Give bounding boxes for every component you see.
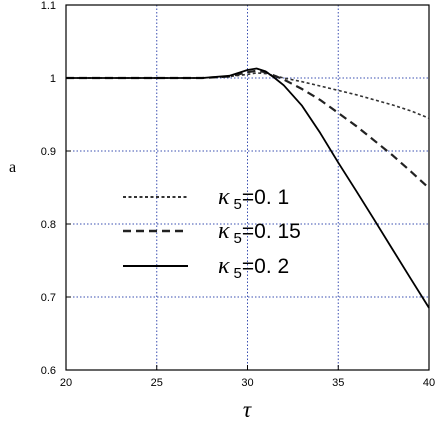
x-tick-label: 35 bbox=[332, 377, 344, 389]
y-tick-label: 1.1 bbox=[41, 0, 56, 12]
y-axis-title: a bbox=[9, 159, 16, 176]
y-tick-label: 0.9 bbox=[41, 146, 56, 158]
y-tick-label: 1 bbox=[50, 73, 56, 85]
x-axis-tick-labels: 20 25 30 35 40 bbox=[60, 377, 435, 389]
x-tick-label: 20 bbox=[60, 377, 72, 389]
legend-label-1: κ 5=0. 1 bbox=[218, 184, 289, 213]
legend-label-2: κ 5=0. 15 bbox=[218, 218, 301, 247]
series-lines bbox=[66, 67, 430, 309]
x-tick-label: 30 bbox=[241, 377, 253, 389]
legend-label-3: κ 5=0. 2 bbox=[218, 253, 289, 282]
series-line-3 bbox=[66, 67, 430, 309]
y-axis-tick-labels: 0.6 0.7 0.8 0.9 1 1.1 bbox=[41, 0, 56, 377]
y-tick-label: 0.6 bbox=[41, 365, 56, 377]
y-tick-label: 0.8 bbox=[41, 219, 56, 231]
series-line-2 bbox=[66, 69, 430, 190]
x-axis-title: τ bbox=[243, 397, 252, 422]
axis-ticks bbox=[65, 4, 430, 371]
x-tick-label: 40 bbox=[423, 377, 435, 389]
x-tick-label: 25 bbox=[151, 377, 163, 389]
y-tick-label: 0.7 bbox=[41, 292, 56, 304]
legend: κ 5=0. 1 κ 5=0. 15 κ 5=0. 2 bbox=[123, 184, 301, 282]
